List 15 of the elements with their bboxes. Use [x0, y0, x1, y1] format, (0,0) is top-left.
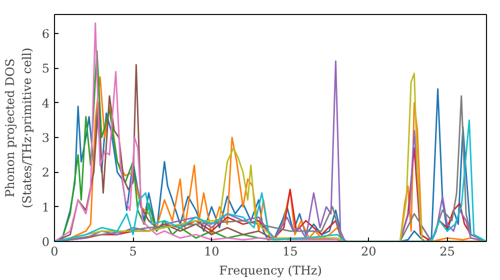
x-axis-title: Frequency (THz)	[219, 264, 322, 278]
x-tick-label: 10	[204, 244, 220, 258]
y-tick-label: 0	[42, 235, 50, 249]
x-tick-label: 0	[50, 244, 58, 258]
x-tick-label: 25	[440, 244, 455, 258]
y-tick-label: 5	[42, 62, 50, 76]
x-tick-label: 15	[282, 244, 298, 258]
y-tick-label: 6	[42, 27, 50, 42]
x-tick-label: 5	[129, 244, 137, 258]
x-tick-label: 20	[361, 244, 376, 258]
y-tick-label: 1	[42, 200, 50, 214]
y-tick-label: 3	[42, 131, 50, 146]
y-tick-label: 4	[42, 96, 50, 110]
y-tick-label: 2	[42, 166, 50, 180]
y-axis-title: Phonon projected DOS (States/THz·primitive cell)	[3, 48, 34, 208]
